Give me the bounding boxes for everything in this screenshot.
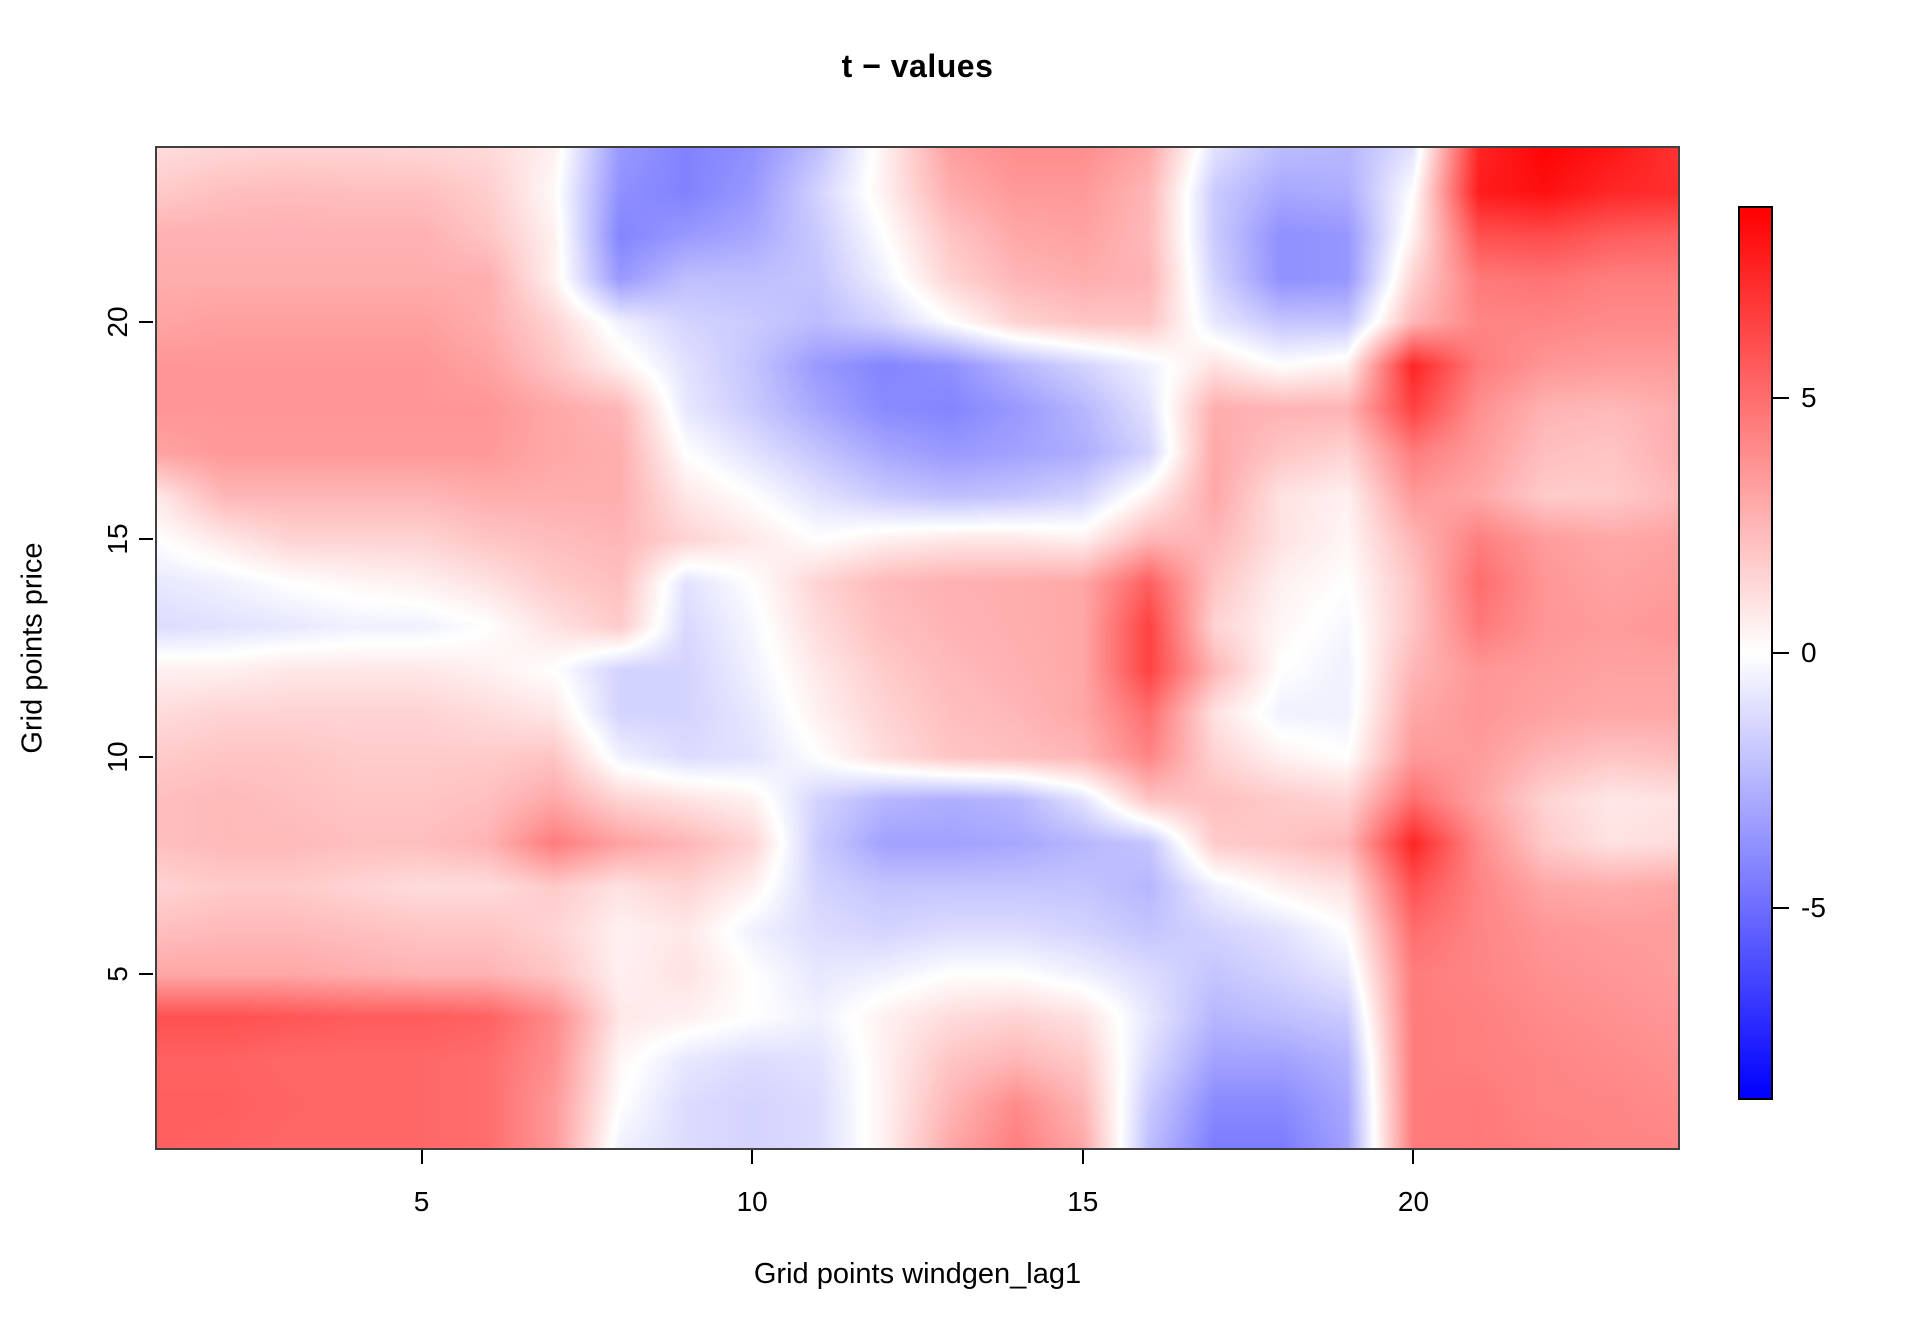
x-axis-tick-label: 10 — [736, 1186, 768, 1217]
colorbar — [1738, 206, 1773, 1100]
y-axis-tick — [139, 973, 153, 976]
x-axis-tick — [420, 1150, 423, 1164]
x-axis-label: Grid points windgen_lag1 — [753, 1258, 1082, 1290]
y-axis-tick-label: 15 — [102, 523, 133, 555]
heatmap-plot-area — [155, 146, 1680, 1150]
colorbar-tick — [1773, 907, 1789, 910]
y-axis-tick — [139, 538, 153, 541]
y-axis-tick-label: 5 — [102, 966, 133, 982]
colorbar-tick-label: 5 — [1801, 381, 1817, 413]
x-axis-tick — [751, 1150, 754, 1164]
y-axis-tick-label: 20 — [102, 306, 133, 338]
x-axis-tick-label: 15 — [1067, 1186, 1099, 1217]
colorbar-tick-label: 0 — [1801, 637, 1817, 668]
x-axis-tick-label: 20 — [1397, 1186, 1430, 1217]
x-axis-tick — [1412, 1150, 1415, 1164]
y-axis-tick — [139, 320, 153, 323]
x-axis-tick-label: 5 — [413, 1186, 430, 1217]
heatmap-canvas — [157, 148, 1678, 1148]
y-axis-tick — [139, 755, 153, 758]
x-axis-tick — [1081, 1150, 1084, 1164]
y-axis-label: Grid points price — [16, 542, 49, 754]
colorbar-tick — [1773, 396, 1789, 399]
plot-title: t − values — [841, 48, 994, 84]
colorbar-tick — [1773, 652, 1789, 654]
colorbar-tick-label: -5 — [1801, 892, 1826, 924]
y-axis-tick-label: 10 — [102, 741, 133, 773]
